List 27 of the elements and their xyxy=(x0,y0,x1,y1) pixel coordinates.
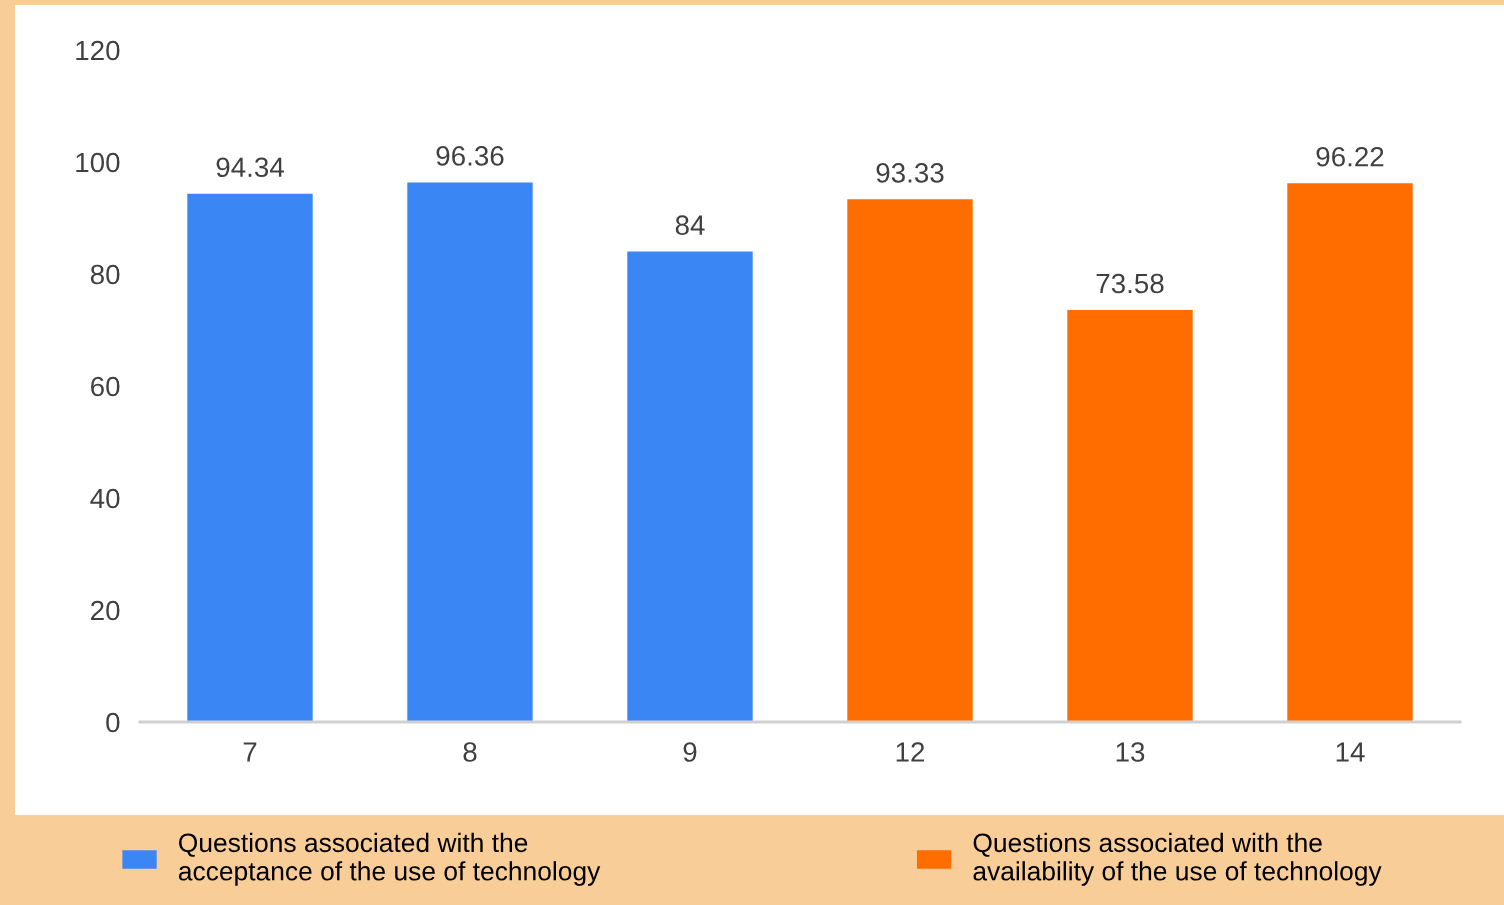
data-label: 84 xyxy=(675,215,705,235)
bar xyxy=(1067,309,1193,722)
x-tick-label: 8 xyxy=(463,742,477,762)
bar xyxy=(187,193,313,722)
y-tick-label: 40 xyxy=(90,488,120,509)
bar xyxy=(627,251,753,722)
data-label: 73.58 xyxy=(1096,273,1164,294)
bar xyxy=(1287,183,1413,722)
bar xyxy=(847,199,973,722)
data-label: 94.34 xyxy=(216,157,284,178)
x-tick-label: 9 xyxy=(683,742,697,762)
y-tick-label: 0 xyxy=(106,712,120,733)
y-tick-label: 100 xyxy=(76,152,120,173)
x-tick-label: 12 xyxy=(896,742,925,762)
data-label: 93.33 xyxy=(876,163,944,183)
x-tick-label: 7 xyxy=(243,742,257,762)
data-label: 96.22 xyxy=(1316,146,1384,167)
legend-label: Questions associated with the acceptance of the use of technology xyxy=(178,832,601,886)
y-tick-label: 80 xyxy=(90,264,120,285)
y-tick-label: 60 xyxy=(91,376,120,397)
data-label: 96.36 xyxy=(436,146,504,166)
x-tick-label: 13 xyxy=(1116,742,1145,762)
bar xyxy=(407,182,533,722)
y-tick-label: 20 xyxy=(91,600,120,621)
x-tick-label: 14 xyxy=(1336,742,1365,762)
legend-label: Questions associated with the availability of the use of technology xyxy=(973,832,1382,886)
y-tick-label: 120 xyxy=(76,40,120,61)
